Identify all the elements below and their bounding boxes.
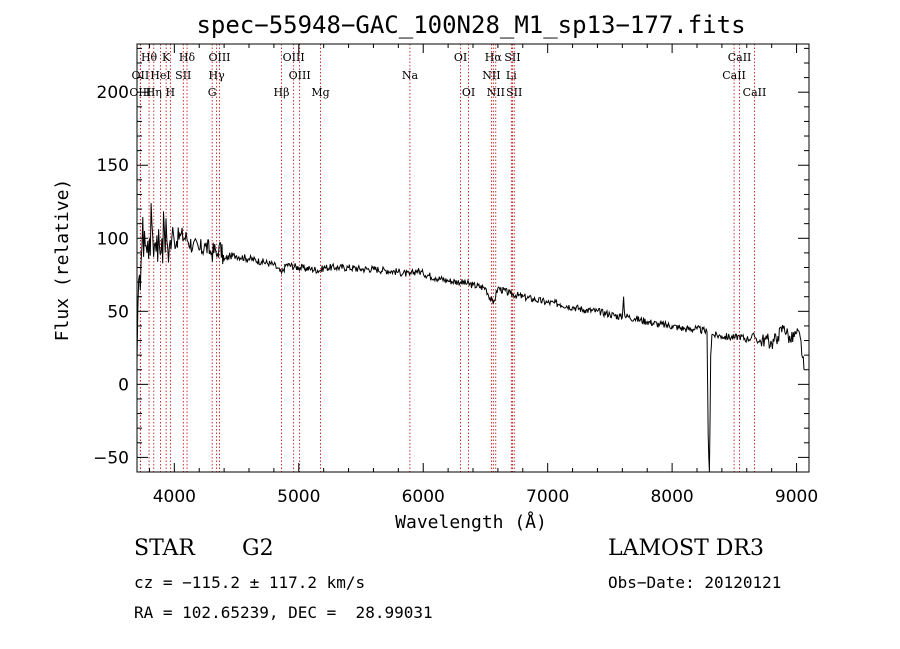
survey-name: LAMOST DR3 xyxy=(608,536,764,561)
x-tick-label: 9000 xyxy=(775,487,818,507)
reference-line-label: HeI xyxy=(150,69,170,82)
y-tick-label: 50 xyxy=(107,302,129,322)
reference-line-label: OI xyxy=(462,86,475,99)
reference-line-label: OIII xyxy=(289,69,311,82)
reference-lines xyxy=(139,44,755,472)
reference-line-label: CaII xyxy=(728,51,752,64)
x-tick-label: 8000 xyxy=(650,487,693,507)
reference-line-label: Li xyxy=(506,69,517,82)
reference-line-label: K xyxy=(162,51,171,64)
reference-line-label: Hγ xyxy=(209,69,226,82)
reference-line-label: CaII xyxy=(743,86,767,99)
x-tick-label: 5000 xyxy=(277,487,320,507)
reference-line-label: Hδ xyxy=(179,51,196,64)
x-tick-label: 7000 xyxy=(526,487,569,507)
redshift-text: cz = −115.2 ± 117.2 km/s xyxy=(134,573,366,592)
reference-line-label: Hα xyxy=(485,51,503,64)
reference-line-label: Na xyxy=(402,69,419,82)
reference-line-label: G xyxy=(208,86,217,99)
object-class: STAR xyxy=(134,536,195,561)
reference-line-label: OIII xyxy=(208,51,230,64)
reference-line-label: H xyxy=(166,86,176,99)
reference-line-label: SII xyxy=(175,69,191,82)
x-tick-label: 4000 xyxy=(153,487,196,507)
reference-line-label: OII xyxy=(132,69,150,82)
y-tick-label: 150 xyxy=(97,156,129,176)
reference-line-label: NII xyxy=(482,69,500,82)
spectrum-line xyxy=(136,203,805,473)
reference-line-label: CaII xyxy=(722,69,746,82)
y-tick-label: 0 xyxy=(118,375,129,395)
y-tick-label: −50 xyxy=(93,448,129,468)
reference-line-label: NII xyxy=(487,86,505,99)
reference-line-label: SII xyxy=(506,86,522,99)
reference-line-label: OIII xyxy=(283,51,305,64)
reference-line-label: Hβ xyxy=(274,86,290,99)
reference-line-label: Hθ xyxy=(141,51,158,64)
x-tick-label: 6000 xyxy=(402,487,445,507)
reference-line-label: Hη xyxy=(146,86,162,99)
chart-title: spec−55948−GAC_100N28_M1_sp13−177.fits xyxy=(196,11,745,39)
y-axis: −50 0 50 100 150 200 xyxy=(93,47,809,468)
reference-line-label: SII xyxy=(504,51,520,64)
y-tick-label: 200 xyxy=(97,83,129,103)
x-axis-label: Wavelength (Å) xyxy=(395,511,547,533)
reference-line-label: Mg xyxy=(311,86,329,99)
x-axis: 4000 5000 6000 7000 8000 9000 xyxy=(148,44,818,507)
reference-line-label: OI xyxy=(454,51,467,64)
object-subclass: G2 xyxy=(242,536,274,561)
y-tick-label: 100 xyxy=(97,229,129,249)
y-axis-label: Flux (relative) xyxy=(52,179,73,342)
coordinates: RA = 102.65239, DEC = 28.99031 xyxy=(134,603,433,622)
obs-date: Obs−Date: 20120121 xyxy=(608,573,782,592)
